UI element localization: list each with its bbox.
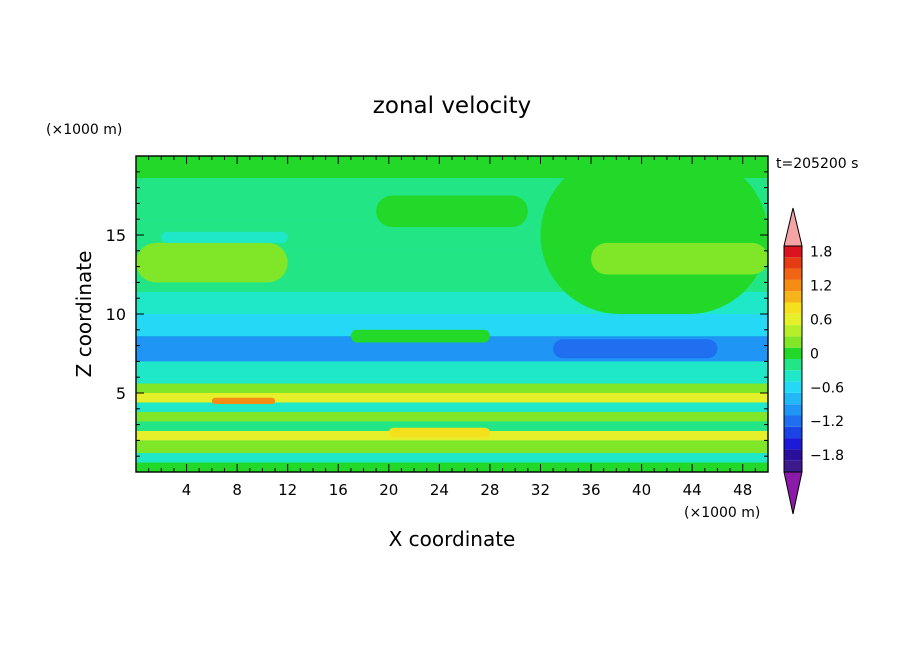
colorbar-label-0: 1.8	[810, 245, 832, 261]
field-band-4	[136, 421, 768, 431]
colorbar-swatch-8	[784, 370, 802, 382]
field-feature-1	[540, 156, 768, 314]
field-band-11	[136, 314, 768, 337]
field-feature-3	[591, 242, 768, 275]
colorbar-swatch-13	[784, 313, 802, 326]
colorbar-swatch-10	[784, 347, 802, 359]
colorbar-swatch-2	[784, 438, 802, 450]
colorbar-swatch-19	[784, 246, 802, 258]
field-band-8	[136, 383, 768, 393]
field-feature-0	[136, 242, 288, 283]
x-tick-label-8: 8	[232, 481, 242, 499]
y-unit-label: (×1000 m)	[46, 122, 122, 138]
x-tick-label-28: 28	[480, 481, 499, 499]
x-tick-label-12: 12	[278, 481, 297, 499]
y-axis-label: Z coordinate	[72, 251, 96, 378]
x-tick-label-48: 48	[733, 481, 752, 499]
field-feature-7	[211, 397, 276, 405]
colorbar-over-triangle	[783, 207, 803, 247]
colorbar-swatch-15	[784, 291, 802, 303]
field-feature-4	[553, 339, 718, 359]
x-tick-label-20: 20	[379, 481, 398, 499]
colorbar-swatch-4	[784, 415, 802, 427]
colorbar-swatch-11	[784, 336, 802, 348]
field-band-6	[136, 402, 768, 412]
colorbar-swatch-14	[784, 302, 802, 314]
x-axis-label: X coordinate	[389, 527, 516, 551]
colorbar-swatch-7	[784, 381, 802, 393]
y-tick-label-15: 15	[106, 226, 126, 245]
y-axis-ticks: 5 10 15	[106, 171, 768, 457]
chart-title: zonal velocity	[373, 93, 531, 119]
field-band-7	[136, 393, 768, 403]
colorbar-swatch-12	[784, 325, 802, 337]
colorbar-swatch-6	[784, 392, 802, 405]
field-feature-5	[161, 231, 288, 243]
colorbar: 1.8 1.2 0.6 0 −0.6 −1.2 −1.8	[783, 207, 844, 515]
colorbar-swatch-3	[784, 426, 802, 439]
x-tick-label-36: 36	[581, 481, 600, 499]
colorbar-label-3: 0	[810, 346, 819, 362]
field-feature-2	[376, 195, 528, 228]
x-tick-label-16: 16	[329, 481, 348, 499]
x-tick-label-44: 44	[683, 481, 702, 499]
colorbar-label-5: −1.2	[810, 414, 844, 430]
x-tick-label-24: 24	[430, 481, 449, 499]
x-unit-label: (×1000 m)	[684, 505, 760, 521]
colorbar-swatch-1	[784, 449, 802, 461]
x-tick-label-40: 40	[632, 481, 651, 499]
field-band-1	[136, 453, 768, 463]
field-band-9	[136, 361, 768, 384]
colorbar-swatch-16	[784, 279, 802, 292]
colorbar-swatch-18	[784, 257, 802, 269]
colorbar-swatch-0	[784, 460, 802, 472]
colorbar-label-4: −0.6	[810, 380, 844, 396]
plot-area	[136, 156, 768, 472]
time-label: t=205200 s	[776, 156, 858, 172]
x-tick-label-4: 4	[182, 481, 192, 499]
field-band-2	[136, 440, 768, 454]
colorbar-swatch-17	[784, 268, 802, 280]
colorbar-swatch-9	[784, 359, 802, 371]
field-feature-6	[350, 329, 490, 343]
y-tick-label-10: 10	[106, 305, 126, 324]
x-tick-label-32: 32	[531, 481, 550, 499]
colorbar-label-1: 1.2	[810, 279, 832, 295]
field-band-5	[136, 411, 768, 422]
colorbar-under-triangle	[783, 471, 803, 515]
colorbar-label-6: −1.8	[810, 448, 844, 464]
x-axis-ticks: 4 8 12 16 20 24 28 32 36 40 44 48	[148, 156, 756, 499]
colorbar-swatch-5	[784, 404, 802, 416]
y-tick-label-5: 5	[116, 384, 126, 403]
field-band-0	[136, 462, 768, 472]
colorbar-label-2: 0.6	[810, 312, 832, 328]
field-feature-8	[388, 427, 490, 438]
